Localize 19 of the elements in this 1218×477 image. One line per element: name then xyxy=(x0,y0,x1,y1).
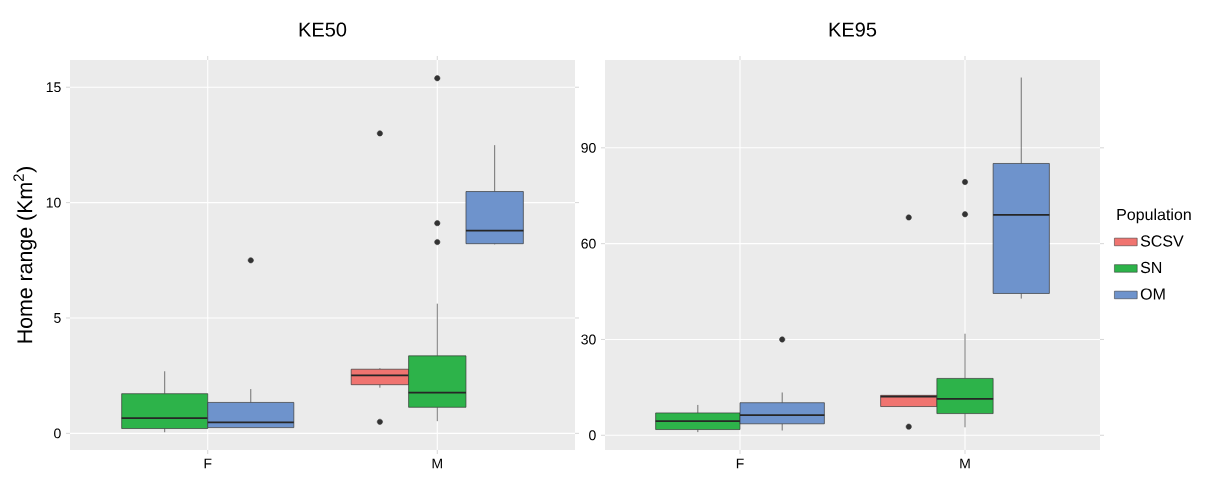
chart-title: KE50 xyxy=(299,22,347,37)
y-tick-label: 60 xyxy=(581,238,596,249)
legend-title: Population xyxy=(1117,208,1191,224)
y-tick-label: 0 xyxy=(589,430,596,441)
y-tick-label: 90 xyxy=(581,142,596,153)
y-tick-label: 15 xyxy=(46,82,61,93)
x-tick-label: M xyxy=(960,458,970,469)
y-tick-label: 5 xyxy=(54,313,61,323)
y-tick-label: 10 xyxy=(46,197,61,208)
x-tick-label: F xyxy=(736,458,744,469)
x-tick-label: M xyxy=(432,458,442,469)
y-tick-label: 30 xyxy=(581,334,596,345)
legend-label: OM xyxy=(1140,288,1165,300)
legend-label: SN xyxy=(1140,261,1162,274)
x-tick-label: F xyxy=(204,458,212,469)
chart-title: KE95 xyxy=(829,22,877,37)
legend-label: SCSV xyxy=(1140,235,1184,247)
y-tick-label: 0 xyxy=(54,428,61,439)
y-axis-title: Home range (Km$^{2}$) xyxy=(13,167,37,343)
